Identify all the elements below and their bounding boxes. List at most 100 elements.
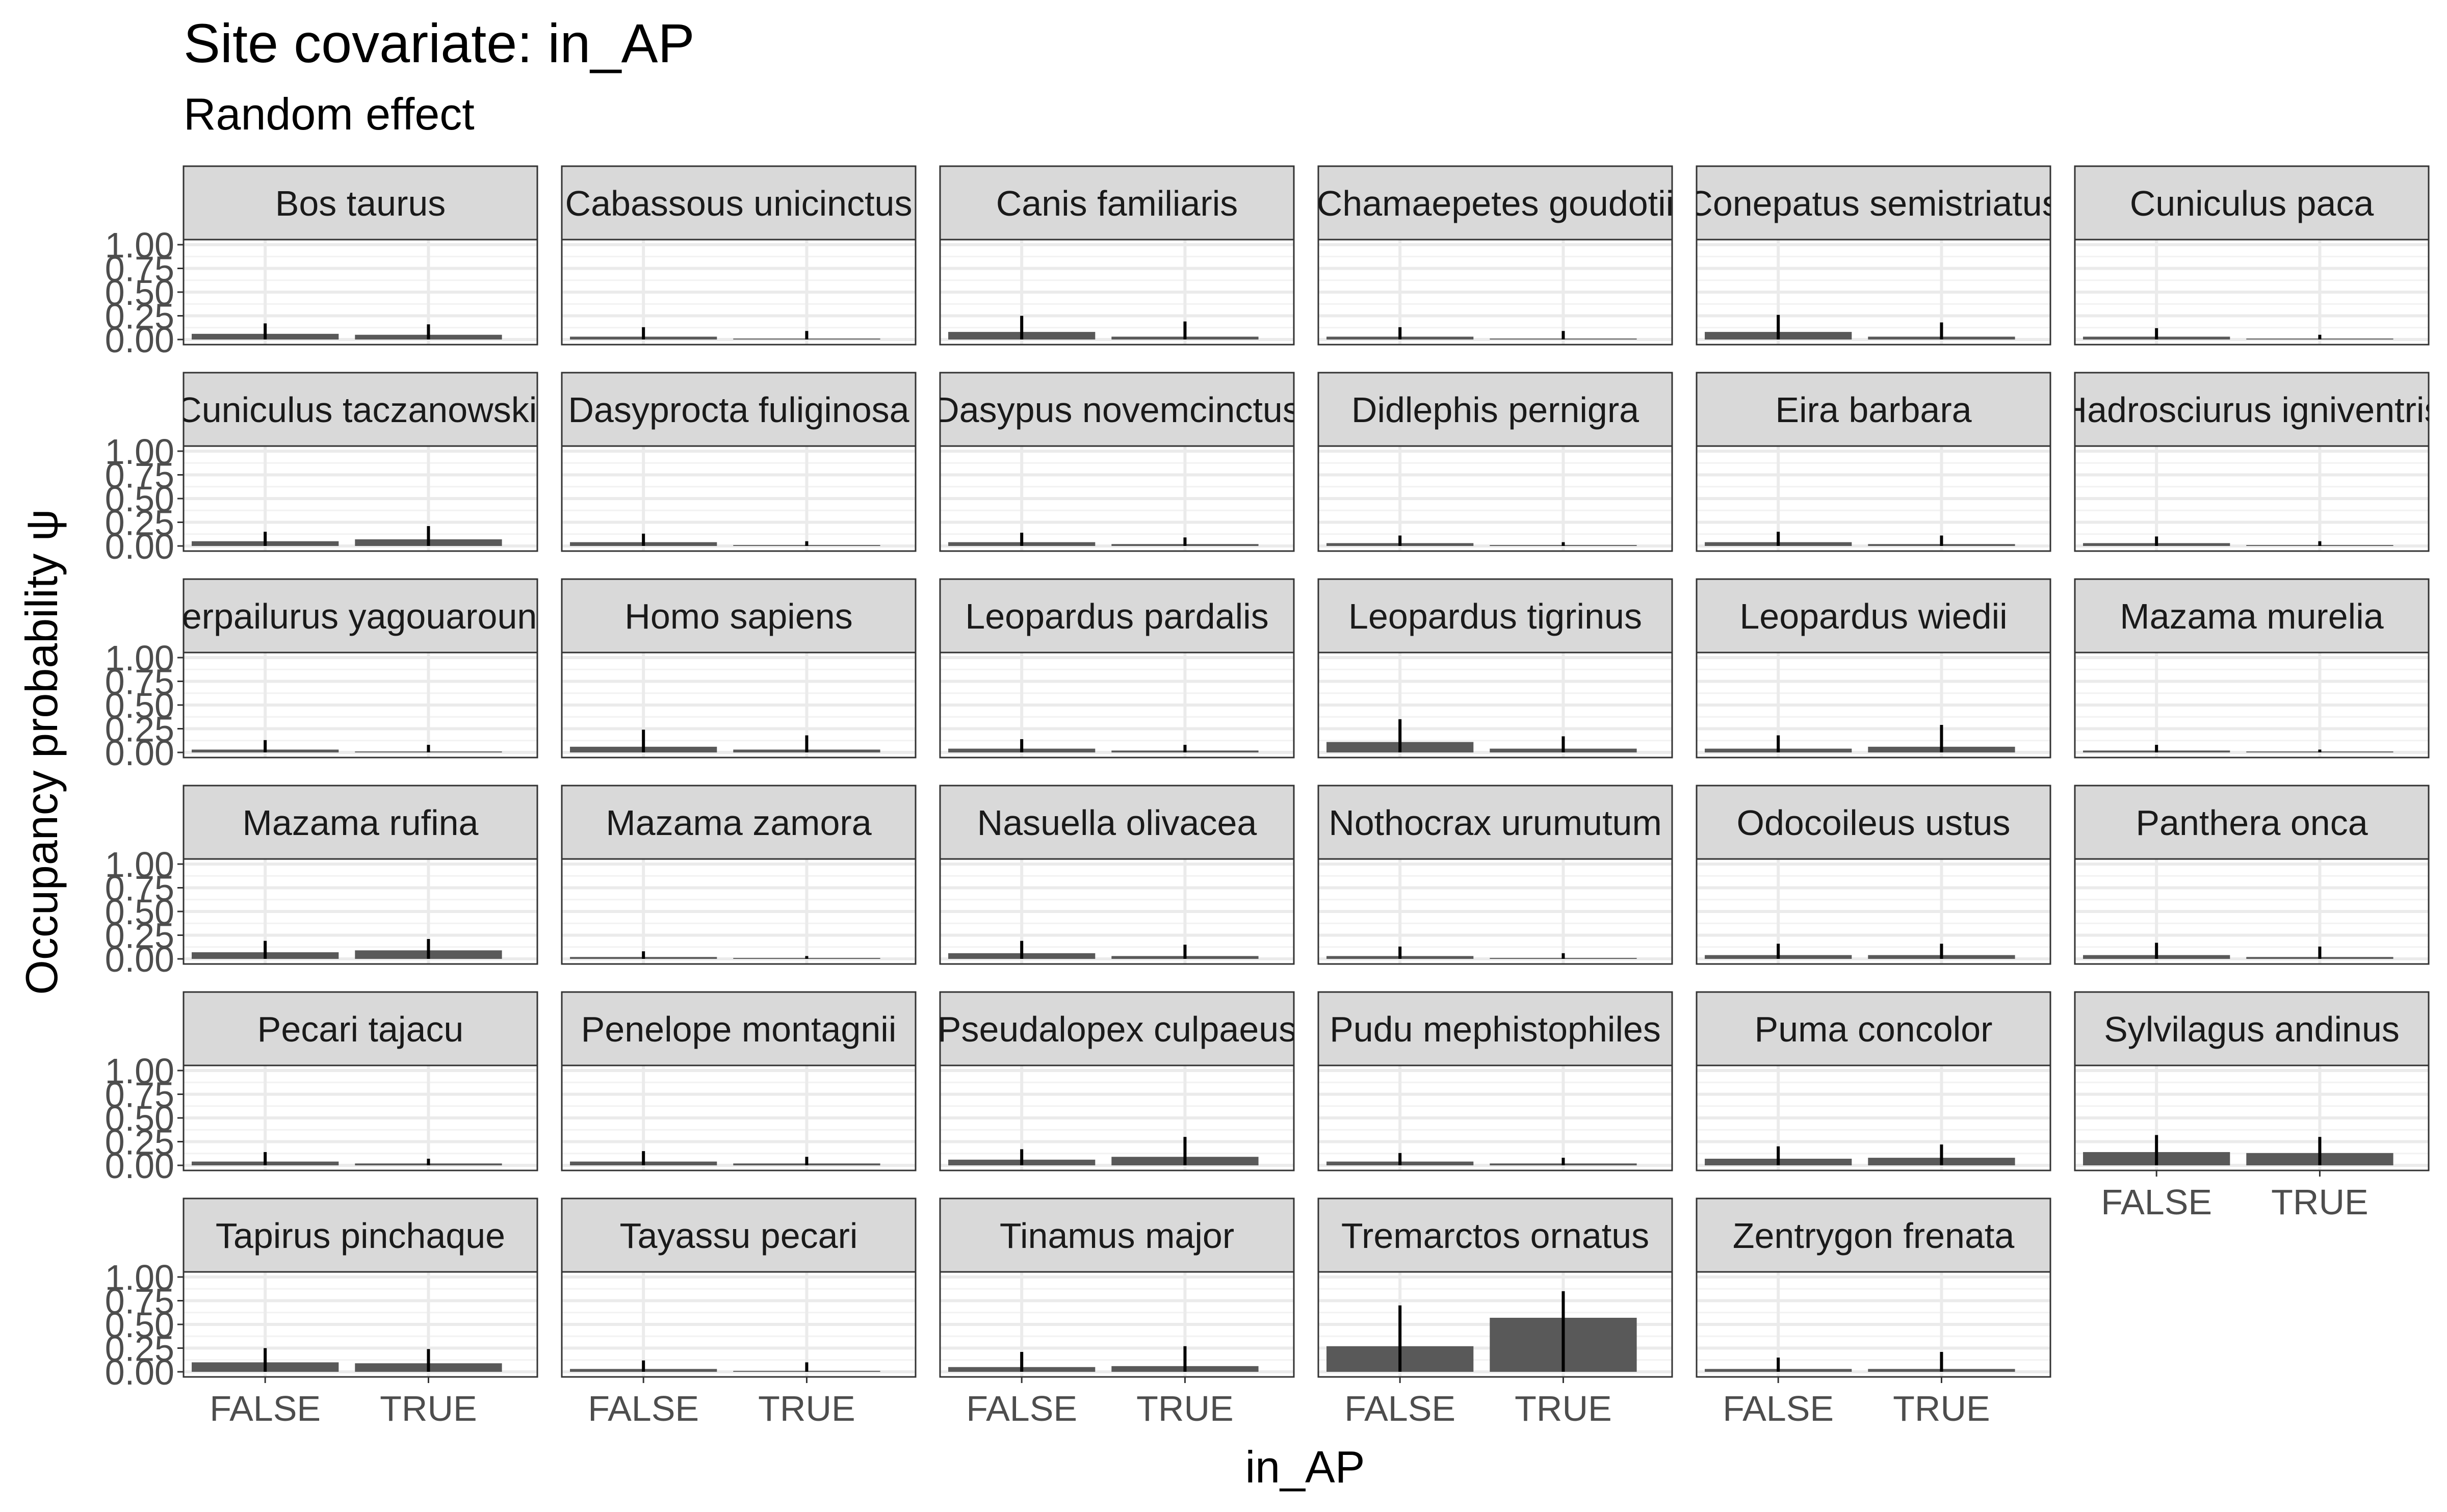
facet-strip	[1317, 785, 1673, 860]
facet-panel: Homo sapiens	[561, 578, 917, 759]
facet-strip	[2074, 785, 2430, 860]
facet-strip-label: Bos taurus	[275, 184, 446, 223]
x-tick-label: FALSE	[210, 1389, 321, 1428]
facet-panel: Chamaepetes goudotii	[1317, 165, 1674, 346]
panel-border	[939, 858, 1295, 965]
facet-strip	[1317, 165, 1673, 241]
panel-border	[939, 651, 1295, 759]
facet-panel: Hadrosciurus igniventris	[2062, 372, 2442, 552]
facet-strip-label: Dasyprocta fuliginosa	[568, 390, 909, 430]
panel-border	[2074, 1064, 2430, 1171]
facet-strip	[561, 991, 917, 1066]
y-tick-label: 0.00	[105, 527, 174, 566]
panel-border	[1696, 651, 2051, 759]
y-axis-title: Occupancy probability ψ	[16, 509, 67, 995]
panel-border	[1696, 1064, 2051, 1171]
facet-strip-label: Nothocrax urumutum	[1329, 803, 1662, 843]
facet-strip-label: Panthera onca	[2136, 803, 2367, 843]
facet-strip-label: Canis familiaris	[996, 184, 1238, 223]
facet-panel: Leopardus pardalis	[939, 578, 1295, 759]
facet-strip-label: Pecari tajacu	[257, 1009, 464, 1049]
facet-panel: Bos taurus 0.000.250.500.751.00	[105, 165, 538, 360]
x-tick-label: TRUE	[1515, 1389, 1612, 1428]
facet-strip-label: Sylvilagus andinus	[2104, 1009, 2400, 1049]
y-tick-label: 0.25	[105, 503, 174, 543]
facet-strip-label: Zentrygon frenata	[1733, 1216, 2015, 1256]
facet-strip-label: Tinamus major	[1000, 1216, 1234, 1256]
facet-strip-label: Mazama zamora	[606, 803, 871, 843]
panel-border	[1317, 651, 1673, 759]
facet-strip	[939, 165, 1295, 241]
facet-panel: Nothocrax urumutum	[1317, 785, 1673, 965]
facet-panel: Nasuella olivacea	[939, 785, 1295, 965]
facet-strip-label: Chamaepetes goudotii	[1317, 184, 1674, 223]
y-tick-label: 0.75	[105, 869, 174, 908]
facet-strip	[2074, 372, 2430, 447]
facet-panel: Pseudalopex culpaeus	[939, 991, 1295, 1171]
facet-strip-label: Cuniculus paca	[2130, 184, 2374, 223]
facet-panel: Eira barbara	[1696, 372, 2051, 552]
facet-panel: Cuniculus taczanowskii 0.000.250.500.751.…	[105, 372, 538, 566]
facet-strip	[561, 785, 917, 860]
x-tick-label: TRUE	[1136, 1389, 1234, 1428]
panel-border	[561, 1271, 917, 1378]
panel-border	[939, 445, 1295, 552]
facet-panel: Odocoileus ustus	[1696, 785, 2051, 965]
facet-strip	[939, 578, 1295, 654]
y-tick-label: 0.25	[105, 297, 174, 336]
x-tick-label: FALSE	[1344, 1389, 1455, 1428]
facet-strip-label: Dasypus novemcinctus	[933, 390, 1300, 430]
y-tick-label: 0.75	[105, 1282, 174, 1321]
facet-strip-label: Odocoileus ustus	[1737, 803, 2011, 843]
facet-strip	[561, 1197, 917, 1273]
facet-strip-label: Tayassu pecari	[620, 1216, 858, 1256]
facet-panel: Dasypus novemcinctus	[933, 372, 1300, 552]
y-tick-label: 1.00	[105, 225, 174, 265]
facet-panel: Leopardus wiedii	[1696, 578, 2051, 759]
y-tick-label: 0.00	[105, 733, 174, 773]
y-tick-label: 0.50	[105, 1099, 174, 1138]
y-tick-label: 1.00	[105, 432, 174, 472]
y-tick-label: 1.00	[105, 1258, 174, 1297]
y-tick-label: 0.50	[105, 1305, 174, 1345]
y-tick-label: 0.50	[105, 273, 174, 312]
y-tick-label: 0.50	[105, 892, 174, 932]
panel-border	[1317, 858, 1673, 965]
x-tick-label: TRUE	[380, 1389, 477, 1428]
chart-subtitle: Random effect	[184, 89, 475, 139]
panel-border	[939, 1064, 1295, 1171]
x-axis-title: in_AP	[1245, 1442, 1365, 1492]
facet-strip	[2074, 578, 2430, 654]
facet-strip	[183, 578, 538, 654]
facet-panel: Mazama rufina 0.000.250.500.751.00	[105, 785, 538, 979]
x-tick-label: FALSE	[966, 1389, 1077, 1428]
facet-strip	[1317, 991, 1673, 1066]
facet-strip	[939, 1197, 1295, 1273]
facet-panel: Pecari tajacu 0.000.250.500.751.00	[105, 991, 538, 1186]
panel-border	[561, 858, 917, 965]
panel-border	[2074, 858, 2430, 965]
y-tick-label: 0.75	[105, 662, 174, 702]
x-tick-label: TRUE	[758, 1389, 855, 1428]
panel-border	[1317, 445, 1673, 552]
facet-strip-label: Pudu mephistophiles	[1330, 1009, 1661, 1049]
y-tick-label: 0.25	[105, 1329, 174, 1369]
facet-strip	[1696, 785, 2051, 860]
facet-strip	[183, 1197, 538, 1273]
panel-border	[1696, 858, 2051, 965]
facet-strip	[561, 372, 917, 447]
facet-panel: Mazama murelia	[2074, 578, 2430, 759]
chart-title: Site covariate: in_AP	[184, 12, 695, 74]
facet-strip	[561, 578, 917, 654]
facet-strip-label: Homo sapiens	[624, 596, 852, 636]
facet-strip-label: Hadrosciurus igniventris	[2062, 390, 2442, 430]
facet-panels: Bos taurus0.000.250.500.751.00Cabassous …	[105, 165, 2442, 1428]
facet-strip-label: Leopardus tigrinus	[1348, 596, 1642, 636]
y-tick-label: 0.00	[105, 1146, 174, 1186]
facet-strip-label: Tapirus pinchaque	[216, 1216, 505, 1256]
x-tick-label: TRUE	[2271, 1182, 2368, 1222]
panel-border	[1317, 239, 1673, 346]
x-tick-label: TRUE	[1893, 1389, 1990, 1428]
facet-strip-label: Leopardus wiedii	[1739, 596, 2007, 636]
facet-panel: Conepatus semistriatus	[1696, 165, 2051, 346]
